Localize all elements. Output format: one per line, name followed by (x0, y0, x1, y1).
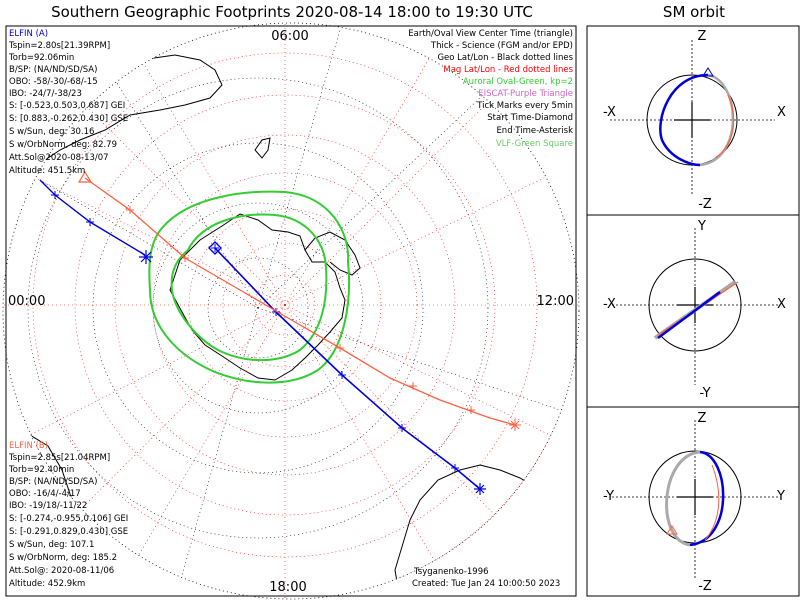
elfin-a-track-line-pre (39, 179, 146, 256)
elfin-a-orbit-xz (659, 73, 709, 167)
elfin-a-orbit-xy (657, 290, 721, 340)
legend-item: Start Time-Diamond (487, 113, 573, 123)
elfin-b-info-line: Att.Sol@: 2020-08-11/06 (9, 566, 114, 576)
elfin-a-info: ELFIN (A) Tspin=2.80s[21.39RPM] Torb=92.… (8, 29, 128, 176)
axis-label-right: X (777, 105, 786, 120)
elfin-b-orbit-xz-accent (714, 94, 735, 159)
legend: Earth/Oval View Center Time (triangle) T… (408, 29, 573, 149)
elfin-b-start-triangle (77, 170, 93, 183)
legend-item: EISCAT-Purple Triangle (478, 89, 573, 99)
elfin-a-info-line: Tspin=2.80s[21.39RPM] (8, 41, 110, 51)
legend-item: Earth/Oval View Center Time (triangle) (408, 29, 573, 39)
elfin-b-info-line: S w/OrbNorm, deg: 185.2 (9, 553, 117, 563)
sm-orbit-title: SM orbit (663, 3, 725, 21)
elfin-a-info-line: S: [-0.523,0.503,0.687] GEI (9, 101, 125, 111)
elfin-a-info-line: S: [0.883,-0.262,0.430] GSE (9, 114, 128, 124)
antarctica-coastline (169, 213, 346, 381)
legend-item: VLF-Green Square (496, 139, 573, 149)
axis-label-bottom: -Z (698, 197, 712, 212)
sm-panel-yz: Z -Z -Y Y (603, 411, 785, 594)
elfin-b-info-line: Altitude: 452.9km (9, 579, 85, 589)
elfin-b-info-line: S: [-0.291,0.829,0.430] GSE (9, 527, 128, 537)
elfin-b-tick-marks (126, 206, 475, 414)
elfin-a-info-line: B/SP: (NA/ND/SD/SA) (9, 65, 97, 75)
mlt-label-bottom: 18:00 (269, 580, 306, 595)
mlt-label-left: 00:00 (8, 294, 45, 309)
elfin-b-info-line: S w/Sun, deg: 107.1 (9, 540, 94, 550)
polar-boundary (2, 22, 580, 600)
elfin-b-info-line: Torb=92.40min (8, 465, 74, 475)
legend-item: Geo Lat/Lon - Black dotted lines (437, 53, 573, 63)
elfin-a-tick-marks (51, 191, 459, 472)
elfin-b-info: ELFIN (B) Tspin=2.85s[21.04RPM] Torb=92.… (8, 441, 128, 589)
axis-label-top: Z (698, 29, 707, 44)
elfin-b-name: ELFIN (B) (9, 441, 48, 451)
mlt-label-top: 06:00 (271, 29, 308, 44)
elfin-a-start-diamond-cross (211, 244, 219, 252)
axis-label-left: -X (603, 105, 616, 120)
elfin-b-track-line (84, 177, 516, 426)
elfin-b-info-line: Tspin=2.85s[21.04RPM] (8, 453, 110, 463)
elfin-b-info-line: S: [-0.274,-0.955,0.106] GEI (9, 514, 128, 524)
elfin-a-info-line: Torb=92.06min (8, 53, 74, 63)
elfin-a-start-diamond (208, 241, 222, 255)
axis-label-right: X (777, 297, 786, 312)
elfin-b-end-asterisk (509, 419, 521, 431)
axis-label-left: -Y (603, 489, 614, 504)
elfin-a-track (39, 179, 486, 495)
elfin-a-info-line: OBO: -58/-30/-68/-15 (9, 77, 98, 87)
elfin-a-orbit-yz (689, 450, 725, 547)
elfin-b-orbit-xz (699, 73, 735, 167)
elfin-b-info-line: B/SP: (NA/ND/SD/SA) (9, 477, 97, 487)
axis-label-right: Y (776, 489, 785, 504)
elfin-a-science-asterisk (139, 250, 153, 264)
legend-item: Mag Lat/Lon - Red dotted lines (443, 65, 573, 75)
elfin-b-triangle-marker (666, 525, 678, 535)
legend-item: Auroral Oval-Green, kp=2 (463, 77, 573, 87)
axis-label-left: -X (603, 297, 616, 312)
legend-item: End Time-Asterisk (496, 126, 573, 136)
auroral-oval-inner (170, 213, 328, 362)
elfin-a-info-line: Altitude: 451.5km (9, 166, 85, 176)
elfin-b-orbit-yz-accent (704, 464, 720, 541)
polar-map (3, 23, 579, 599)
legend-item: Tick Marks every 5min (476, 101, 573, 111)
model-credit: Tsyganenko-1996 (413, 567, 489, 577)
elfin-b-info-line: OBO: -16/4/-4/17 (9, 489, 81, 499)
legend-item: Thick - Science (FGM and/or EPD) (430, 41, 573, 51)
elfin-a-name: ELFIN (A) (9, 29, 48, 39)
sm-panel-xz: Z -Z -X X (603, 29, 786, 212)
axis-label-top: Z (698, 411, 707, 426)
created-timestamp: Created: Tue Jan 24 10:00:50 2023 (412, 579, 560, 589)
elfin-a-triangle-marker (702, 67, 714, 77)
sm-panel-xy: Y -Y -X X (603, 219, 786, 401)
antarctic-peninsula (304, 231, 361, 276)
figure-title: Southern Geographic Footprints 2020-08-1… (51, 3, 533, 21)
elfin-a-track-line-main (214, 247, 481, 490)
elfin-b-orbit-yz (665, 450, 701, 547)
axis-label-top: Y (697, 219, 706, 234)
elfin-a-info-line: S w/OrbNorm, deg: 82.79 (9, 140, 117, 150)
elfin-a-end-asterisk (474, 483, 486, 495)
auroral-oval-outer (148, 190, 351, 384)
elfin-a-info-line: Att.Sol@2020-08-13/07 (9, 153, 109, 163)
elfin-a-info-line: IBO: -24/7/-38/23 (9, 89, 82, 99)
axis-label-bottom: -Z (698, 579, 712, 594)
sm-panel-frame (586, 25, 800, 597)
map-frame (5, 25, 577, 597)
elfin-b-track (77, 170, 521, 431)
elfin-a-info-line: S w/Sun, deg: 30.16 (9, 127, 94, 137)
elfin-b-info-line: IBO: -19/18/-11/22 (9, 501, 87, 511)
mlt-label-right: 12:00 (537, 294, 574, 309)
axis-label-bottom: -Y (699, 386, 710, 401)
new-zealand-coastline (254, 137, 271, 159)
